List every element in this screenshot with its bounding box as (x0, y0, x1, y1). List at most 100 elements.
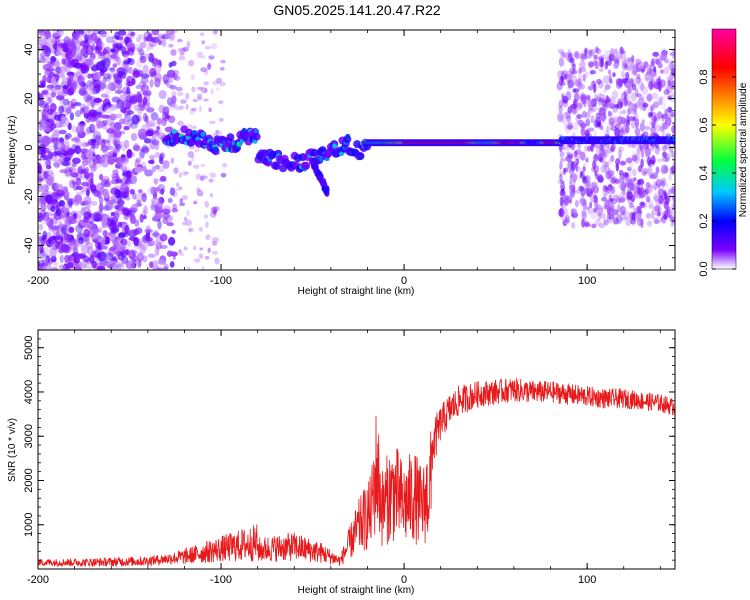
spectrogram-cell (626, 195, 632, 201)
spectrogram-cell (613, 116, 620, 125)
spectrogram-cell (46, 108, 54, 115)
spectrogram-cell (618, 149, 622, 160)
spectrogram-cell (192, 98, 198, 103)
spectrogram-cell (84, 33, 89, 44)
spectrogram-cell (140, 77, 149, 84)
spectrogram-cell (641, 119, 646, 124)
spectrogram-y-label: Frequency (Hz) (7, 116, 18, 185)
spectrogram-cell (586, 94, 591, 101)
spectrogram-cell (614, 103, 620, 109)
snr-series (38, 377, 675, 568)
spectrogram-cell (71, 78, 79, 85)
spectrogram-cell (139, 55, 147, 64)
spectrogram-cell (585, 180, 591, 188)
spectrogram-cell (660, 79, 666, 88)
spectrogram-cell (558, 105, 563, 114)
spectrogram-cell (594, 170, 598, 177)
spectrogram-cell (620, 186, 625, 194)
spectrogram-cell (130, 94, 139, 104)
spectrogram-cell (609, 170, 614, 176)
spectrogram-cell (644, 188, 650, 195)
spectrogram-cell (620, 49, 626, 54)
spectrogram-cell (213, 205, 220, 212)
spectrogram-cell (111, 256, 117, 262)
spectrogram-cell (178, 172, 183, 178)
spectrogram-cell (612, 217, 619, 225)
spectrogram-cell (91, 165, 98, 172)
spectrogram-cell (54, 236, 63, 241)
y-tick-label: -40 (23, 238, 35, 254)
spectrogram-cell (603, 219, 609, 226)
spectrogram-cell (574, 51, 581, 60)
spectrogram-cell (566, 125, 574, 130)
spectrogram-cell (169, 85, 177, 90)
spectrogram-cell (651, 115, 658, 126)
spectrogram-cell (124, 139, 130, 149)
spectrogram-cell (617, 180, 624, 190)
spectrogram-cell (112, 152, 118, 158)
spectrogram-cell (241, 127, 247, 133)
spectrogram-cell (607, 159, 612, 165)
spectrogram-cell (105, 236, 110, 245)
spectrogram-cell (605, 162, 609, 168)
spectrogram-cell (116, 265, 122, 270)
spectrogram-cell (642, 203, 648, 209)
spectrogram-cell (78, 87, 86, 97)
spectrogram-cell (593, 200, 599, 210)
spectrogram-cell (589, 201, 593, 209)
spectrogram-cell (166, 83, 174, 89)
spectrogram-cell (115, 205, 125, 212)
spectrogram-cell (198, 253, 204, 259)
spectrogram-cell (663, 89, 670, 96)
spectrogram-cell (625, 124, 630, 134)
spectrogram-cell (580, 196, 587, 201)
spectrogram-cell (191, 107, 197, 112)
spectrogram-cell (90, 200, 98, 206)
spectrogram-cell (314, 168, 320, 175)
spectrogram-cell (107, 133, 113, 141)
spectrogram-cell (646, 71, 651, 76)
spectrogram-cell (608, 214, 615, 220)
spectrogram-cell (66, 148, 76, 155)
spectrogram-cell (124, 224, 129, 234)
spectrogram-cell (219, 81, 226, 87)
spectrogram-cell (203, 214, 209, 219)
spectrogram-cell (607, 110, 612, 117)
spectrogram-cell (127, 41, 135, 51)
spectrogram-cell (134, 202, 143, 208)
spectrogram-cell (594, 218, 602, 227)
spectrogram-cell (624, 182, 631, 188)
spectrogram-cell (660, 180, 666, 188)
spectrogram-cell (133, 236, 140, 247)
spectrogram-cell (166, 250, 173, 258)
spectrogram-cell (647, 107, 652, 117)
spectrogram-cell (41, 136, 51, 146)
spectrogram-cell (112, 35, 118, 40)
spectrogram-cell (38, 93, 44, 102)
spectrogram-cell (104, 202, 113, 211)
spectrogram-cell (215, 77, 223, 84)
spectrogram-cell (141, 193, 147, 203)
spectrogram-cell (146, 120, 156, 127)
spectrogram-cell (604, 186, 609, 192)
spectrogram-cell (125, 183, 132, 188)
spectrogram-cell (618, 129, 624, 135)
spectrogram-cell (567, 79, 575, 89)
spectrogram-cell (122, 99, 131, 110)
spectrogram-cell (113, 129, 122, 138)
spectrogram-cell (655, 199, 662, 208)
spectrogram-cell (645, 148, 650, 157)
spectrogram-cell (633, 154, 640, 164)
spectrogram-cell (608, 74, 612, 84)
spectrogram-cell (310, 159, 316, 166)
spectrogram-cell (42, 63, 52, 71)
spectrogram-cell (69, 240, 78, 251)
spectrogram-cell (644, 77, 650, 83)
spectrogram-cell (627, 169, 633, 178)
spectrogram-cell (83, 228, 90, 238)
spectrogram-cell (566, 145, 571, 152)
spectrogram-cell (185, 92, 190, 100)
spectrogram-cell (99, 68, 105, 77)
spectrogram-cell (567, 153, 574, 159)
colorbar: 0.0 0.2 0.4 0.6 0.8 Normalized spectral ampl… (698, 28, 749, 277)
